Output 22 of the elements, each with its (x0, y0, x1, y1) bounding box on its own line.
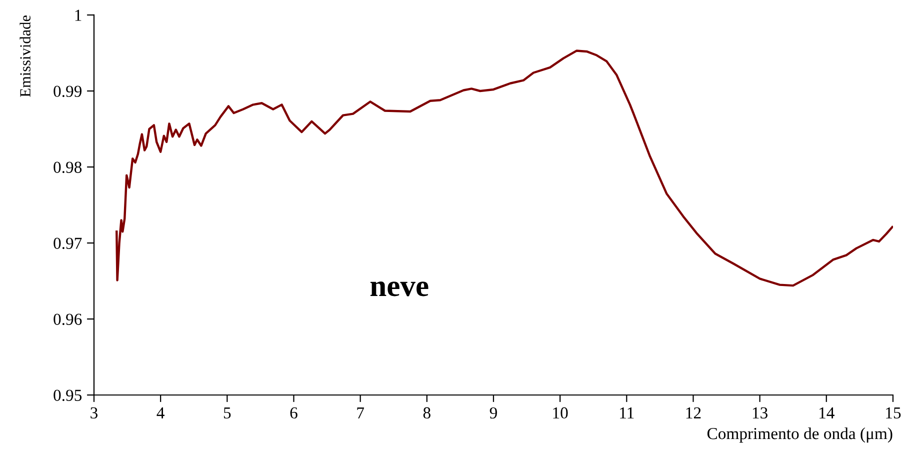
y-tick-label: 0.99 (54, 86, 82, 98)
y-tick-label: 0.97 (54, 238, 82, 250)
x-tick-label: 7 (357, 407, 364, 418)
y-tick-label: 0.98 (54, 162, 82, 174)
x-tick-label: 6 (290, 407, 298, 419)
annotation: neve (370, 282, 428, 296)
y-axis-title: Emissividade (20, 16, 30, 97)
x-axis-title: Comprimento de onda (μm) (707, 427, 892, 443)
x-tick-label: 4 (156, 407, 164, 418)
x-tick-label: 8 (423, 407, 430, 419)
y-tick-label: 0.95 (54, 390, 82, 402)
x-tick-label: 3 (90, 407, 98, 419)
y-tick-label: 1 (75, 10, 82, 21)
x-tick-label: 10 (553, 407, 568, 419)
x-tick-label: 15 (886, 407, 901, 419)
x-tick-label: 14 (820, 407, 834, 418)
y-tick-label: 0.96 (54, 314, 82, 326)
x-tick-label: 13 (752, 407, 768, 419)
x-tick-label: 11 (620, 407, 634, 418)
x-tick-label: 12 (686, 407, 701, 418)
x-tick-label: 5 (224, 407, 231, 419)
x-tick-label: 9 (490, 407, 497, 419)
